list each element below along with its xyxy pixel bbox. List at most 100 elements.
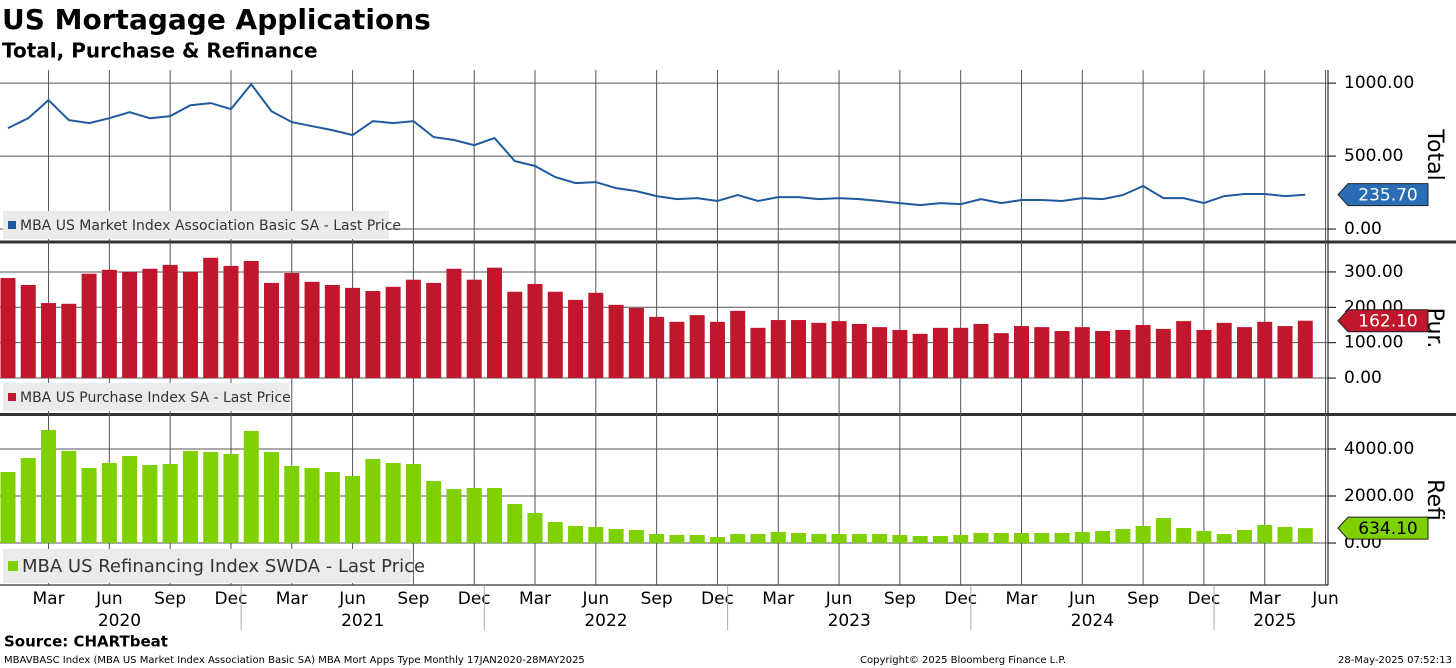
bar bbox=[81, 467, 97, 544]
legend-box bbox=[3, 549, 411, 583]
x-tick-label: Dec bbox=[215, 589, 248, 609]
bar bbox=[61, 450, 77, 544]
bar bbox=[588, 292, 604, 379]
bar bbox=[547, 291, 563, 379]
bar bbox=[101, 462, 117, 544]
bar bbox=[365, 291, 381, 379]
bar bbox=[1135, 526, 1151, 544]
bar bbox=[1034, 327, 1050, 379]
bar bbox=[730, 534, 746, 544]
x-tick-label: Jun bbox=[582, 589, 610, 609]
chart-title: US Mortagage Applications bbox=[2, 3, 431, 36]
bar bbox=[345, 475, 361, 544]
x-tick-label: Mar bbox=[762, 589, 794, 609]
bar bbox=[486, 488, 502, 544]
x-tick-label: Jun bbox=[338, 589, 366, 609]
year-label: 2020 bbox=[98, 611, 141, 631]
bar bbox=[1196, 531, 1212, 544]
bar bbox=[1014, 533, 1029, 544]
year-label: 2024 bbox=[1071, 611, 1114, 631]
bar bbox=[689, 315, 705, 379]
bar bbox=[142, 268, 158, 379]
bar bbox=[203, 257, 219, 379]
bar bbox=[243, 430, 259, 544]
legend-label: MBA US Refinancing Index SWDA - Last Pri… bbox=[22, 556, 425, 577]
bar bbox=[304, 281, 320, 379]
bar bbox=[932, 536, 948, 544]
bar bbox=[568, 526, 584, 544]
axis-title: Total bbox=[1422, 128, 1447, 180]
x-tick-label: Sep bbox=[641, 589, 673, 609]
bar bbox=[1155, 518, 1171, 544]
bar bbox=[405, 463, 421, 544]
bar bbox=[1054, 331, 1070, 379]
bar bbox=[993, 333, 1009, 379]
bar bbox=[466, 279, 482, 379]
bar bbox=[122, 271, 138, 379]
bar bbox=[730, 310, 746, 379]
year-label: 2021 bbox=[341, 611, 384, 631]
bar bbox=[41, 429, 57, 544]
bar bbox=[405, 279, 421, 379]
axis-title: Refi bbox=[1422, 479, 1447, 521]
bar bbox=[466, 488, 482, 544]
bar bbox=[953, 535, 969, 544]
last-value-label: 634.10 bbox=[1358, 519, 1417, 539]
bar bbox=[568, 299, 584, 379]
bar bbox=[1277, 326, 1293, 379]
legend-swatch bbox=[8, 221, 16, 229]
bar bbox=[1074, 327, 1090, 379]
x-tick-label: Jun bbox=[95, 589, 123, 609]
bar bbox=[831, 321, 847, 379]
bar bbox=[831, 534, 847, 544]
bar bbox=[486, 267, 502, 379]
y-tick-label: 300.00 bbox=[1344, 262, 1403, 282]
bar bbox=[750, 534, 766, 544]
x-tick-label: Sep bbox=[884, 589, 916, 609]
bar bbox=[649, 534, 665, 544]
x-tick-label: Sep bbox=[1127, 589, 1159, 609]
bar bbox=[1115, 329, 1131, 379]
bar bbox=[385, 286, 401, 379]
y-tick-label: 0.00 bbox=[1344, 368, 1382, 388]
bar bbox=[264, 282, 280, 379]
bar bbox=[122, 455, 138, 544]
bar bbox=[1176, 528, 1192, 544]
y-tick-label: 4000.00 bbox=[1344, 439, 1414, 459]
bar bbox=[41, 303, 57, 379]
bar bbox=[527, 513, 543, 544]
bar bbox=[1176, 321, 1192, 379]
bar bbox=[182, 450, 198, 544]
bar bbox=[993, 533, 1009, 544]
bar bbox=[912, 536, 928, 544]
bar bbox=[1297, 320, 1313, 379]
bar bbox=[101, 269, 117, 379]
last-value-tag bbox=[1337, 183, 1429, 207]
y-tick-label: 0.00 bbox=[1344, 219, 1382, 239]
bar bbox=[1257, 525, 1273, 544]
bar bbox=[628, 530, 644, 544]
x-tick-label: Dec bbox=[458, 589, 491, 609]
chart-subtitle: Total, Purchase & Refinance bbox=[2, 39, 318, 63]
bar bbox=[811, 534, 827, 544]
bar bbox=[709, 321, 725, 379]
x-tick-label: Mar bbox=[519, 589, 551, 609]
y-tick-label: 1000.00 bbox=[1344, 73, 1414, 93]
x-tick-label: Jun bbox=[825, 589, 853, 609]
bar bbox=[1095, 531, 1111, 544]
y-tick-label: 500.00 bbox=[1344, 146, 1403, 166]
legend-label: MBA US Purchase Index SA - Last Price bbox=[20, 390, 291, 406]
bar bbox=[1014, 326, 1029, 379]
legend-box bbox=[3, 383, 289, 411]
bar bbox=[365, 458, 381, 544]
bar bbox=[912, 333, 928, 379]
bar bbox=[669, 535, 685, 544]
bar bbox=[0, 471, 16, 544]
x-tick-label: Mar bbox=[1005, 589, 1037, 609]
legend-swatch bbox=[8, 393, 16, 401]
source: Source: CHARTbeat bbox=[4, 633, 168, 651]
x-tick-label: Mar bbox=[33, 589, 65, 609]
bar bbox=[953, 327, 969, 379]
bar bbox=[628, 308, 644, 379]
